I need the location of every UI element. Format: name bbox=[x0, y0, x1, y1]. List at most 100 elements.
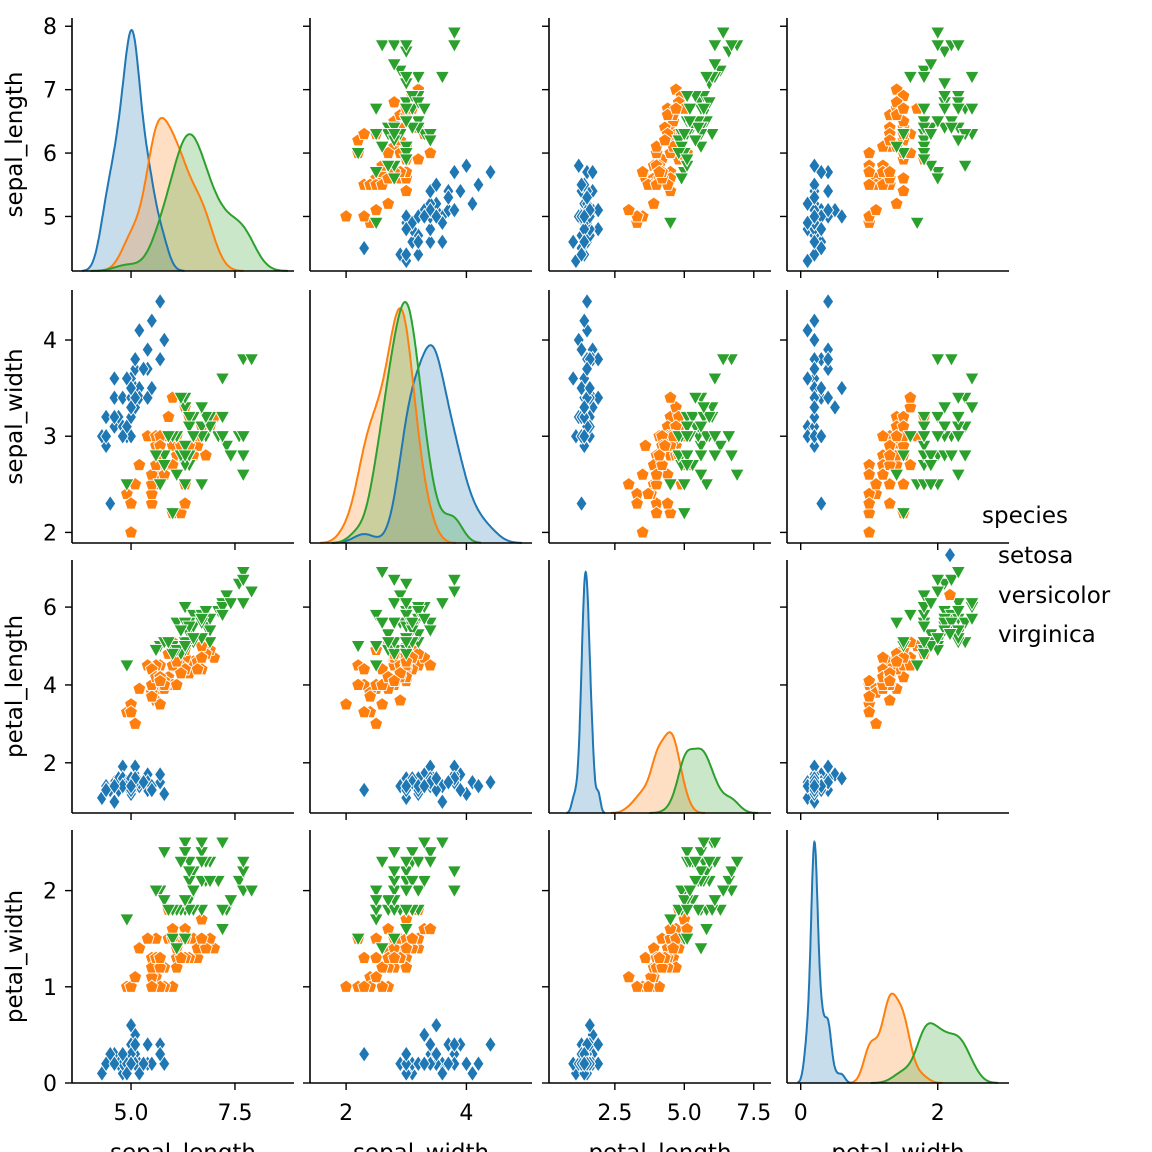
data-point-triangle-down bbox=[701, 855, 718, 870]
data-point-triangle-down bbox=[368, 640, 384, 654]
data-point-triangle-down bbox=[693, 468, 709, 483]
data-point-pentagon bbox=[387, 673, 402, 687]
data-point-triangle-down bbox=[929, 26, 946, 41]
data-point-pentagon bbox=[387, 94, 402, 109]
data-point-triangle-down bbox=[679, 903, 695, 918]
y-tick-label: 6 bbox=[43, 596, 57, 621]
data-point-pentagon bbox=[178, 496, 193, 510]
data-point-diamond bbox=[116, 388, 129, 407]
data-point-pentagon bbox=[862, 689, 877, 703]
data-point-diamond bbox=[581, 292, 594, 311]
y-axis-label: petal_length bbox=[2, 615, 28, 758]
data-point-diamond bbox=[418, 1054, 431, 1073]
x-tick-label: 5.0 bbox=[114, 1101, 149, 1126]
data-point-diamond bbox=[822, 757, 835, 776]
y-tick-label: 2 bbox=[43, 752, 57, 777]
data-point-diamond bbox=[430, 1016, 443, 1035]
data-point-triangle-down bbox=[422, 624, 439, 639]
kde-fill-versicolor bbox=[610, 732, 705, 813]
data-point-triangle-down bbox=[679, 846, 695, 861]
data-point-diamond bbox=[108, 388, 121, 407]
data-point-triangle-down bbox=[950, 468, 967, 483]
data-point-pentagon bbox=[621, 476, 636, 491]
data-point-pentagon bbox=[128, 716, 143, 730]
data-point-triangle-down bbox=[923, 159, 939, 174]
legend-label: versicolor bbox=[998, 583, 1111, 609]
data-point-triangle-down bbox=[185, 884, 202, 899]
data-point-triangle-down bbox=[950, 391, 967, 406]
data-point-diamond bbox=[822, 201, 835, 219]
data-point-diamond bbox=[129, 350, 142, 369]
data-point-triangle-down bbox=[416, 102, 433, 117]
data-point-triangle-down bbox=[368, 102, 384, 117]
data-point-diamond bbox=[137, 773, 150, 792]
data-point-triangle-down bbox=[888, 616, 905, 631]
data-point-pentagon bbox=[630, 979, 645, 993]
data-point-diamond bbox=[430, 207, 443, 226]
data-point-pentagon bbox=[652, 950, 667, 964]
data-point-diamond bbox=[815, 163, 828, 181]
data-point-diamond bbox=[412, 233, 425, 251]
data-point-triangle-down bbox=[235, 566, 252, 580]
data-point-pentagon bbox=[896, 101, 911, 115]
data-point-diamond bbox=[436, 792, 449, 811]
subplot-sepal_width-vs-petal_length bbox=[542, 290, 771, 550]
data-point-triangle-down bbox=[895, 147, 912, 161]
data-point-triangle-down bbox=[679, 430, 695, 445]
data-point-triangle-down bbox=[942, 628, 958, 642]
data-point-triangle-down bbox=[964, 102, 980, 117]
data-point-triangle-down bbox=[902, 430, 919, 445]
data-point-diamond bbox=[808, 437, 821, 455]
data-point-diamond bbox=[412, 245, 425, 264]
data-point-diamond bbox=[808, 331, 821, 349]
data-point-pentagon bbox=[339, 209, 354, 223]
data-point-diamond bbox=[815, 220, 828, 238]
data-point-pentagon bbox=[889, 428, 904, 443]
data-point-triangle-down bbox=[723, 449, 740, 464]
data-point-pentagon bbox=[351, 677, 366, 691]
subplot-petal_length-vs-sepal_width bbox=[303, 560, 532, 820]
kde-fill-versicolor bbox=[320, 308, 457, 543]
data-point-triangle-down bbox=[662, 913, 679, 928]
data-point-triangle-down bbox=[193, 478, 210, 493]
data-point-triangle-down bbox=[929, 115, 946, 130]
data-point-triangle-down bbox=[160, 903, 177, 918]
data-point-triangle-down bbox=[715, 884, 731, 899]
x-tick-label: 7.5 bbox=[217, 1101, 252, 1126]
data-point-triangle-down bbox=[398, 102, 415, 117]
data-point-triangle-down bbox=[350, 640, 366, 654]
data-point-triangle-down bbox=[374, 140, 390, 155]
data-point-triangle-down bbox=[698, 923, 715, 938]
data-point-triangle-down bbox=[404, 616, 421, 631]
data-point-triangle-down bbox=[943, 616, 960, 631]
data-point-pentagon bbox=[621, 969, 636, 984]
data-point-diamond bbox=[436, 1064, 449, 1083]
data-point-triangle-down bbox=[243, 585, 260, 600]
data-point-triangle-down bbox=[160, 636, 177, 651]
data-point-triangle-down bbox=[690, 903, 706, 918]
data-point-triangle-down bbox=[185, 430, 202, 445]
data-point-diamond bbox=[108, 1054, 121, 1073]
data-point-diamond bbox=[815, 494, 828, 513]
subplot-sepal_length-vs-sepal_width bbox=[303, 18, 532, 278]
data-point-triangle-down bbox=[916, 411, 932, 425]
data-point-triangle-down bbox=[712, 439, 729, 454]
data-point-diamond bbox=[460, 1054, 473, 1073]
data-point-triangle-down bbox=[119, 478, 135, 493]
kde-line-virginica bbox=[90, 133, 288, 272]
data-point-diamond bbox=[808, 777, 821, 795]
legend-item-virginica: virginica bbox=[942, 622, 1096, 648]
data-point-diamond bbox=[430, 781, 443, 799]
data-point-triangle-down bbox=[964, 372, 980, 387]
subplot-petal_length-vs-petal_width bbox=[780, 560, 1009, 820]
data-point-pentagon bbox=[862, 496, 877, 510]
subplot-sepal_width-vs-sepal_length: 2 3 4 bbox=[43, 290, 294, 550]
data-point-pentagon bbox=[423, 658, 438, 672]
data-point-triangle-down bbox=[214, 608, 231, 623]
data-point-diamond bbox=[154, 292, 167, 311]
data-point-diamond bbox=[424, 1035, 437, 1054]
data-point-diamond bbox=[154, 765, 167, 784]
data-point-triangle-down bbox=[214, 430, 231, 445]
data-point-pentagon bbox=[635, 525, 650, 539]
data-point-diamond bbox=[108, 369, 121, 388]
